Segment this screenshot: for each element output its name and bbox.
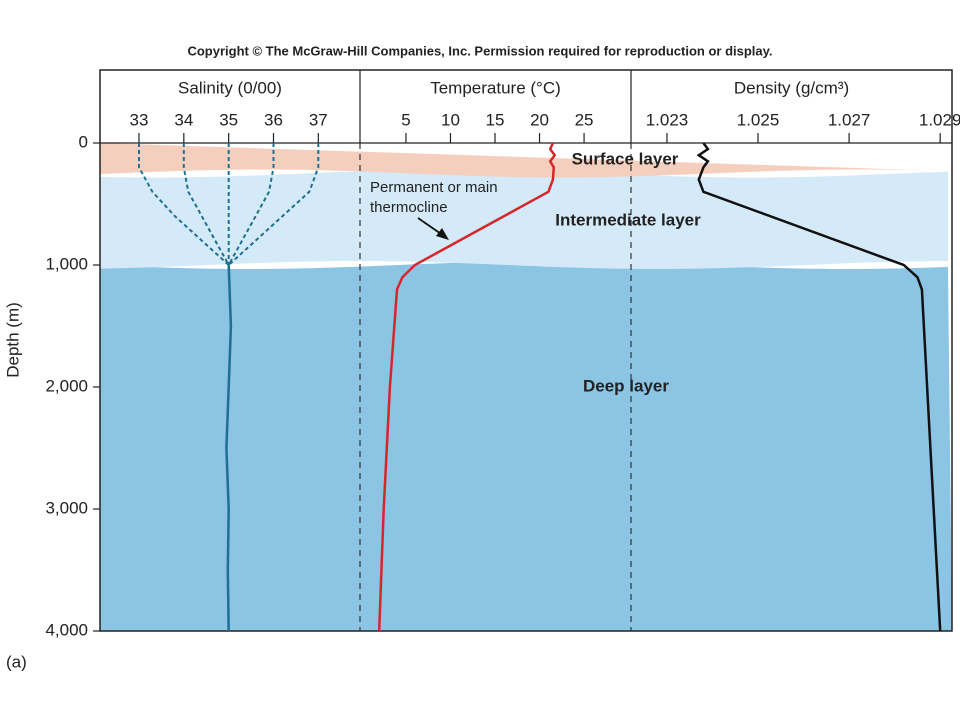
- y-tick-label: 0: [79, 132, 88, 151]
- copyright: Copyright © The McGraw-Hill Companies, I…: [187, 43, 772, 58]
- x-tick-label: 10: [441, 110, 460, 129]
- panel-title: Density (g/cm³): [734, 78, 849, 97]
- x-tick-label: 20: [530, 110, 549, 129]
- x-tick-label: 1.025: [737, 110, 780, 129]
- x-tick-label: 33: [130, 110, 149, 129]
- y-tick-label: 4,000: [45, 620, 88, 639]
- profile-line: [696, 142, 942, 632]
- x-tick-label: 35: [219, 110, 238, 129]
- layer-band: [100, 261, 952, 631]
- y-tick-label: 1,000: [45, 254, 88, 273]
- y-axis-label: Depth (m): [3, 302, 22, 378]
- profile-line: [228, 143, 320, 266]
- layer-label: Intermediate layer: [555, 210, 701, 229]
- profile-line: [138, 143, 230, 266]
- plot: 0 1,000 2,000 3,000 4,000 Depth (m) Salinity (…: [3, 69, 960, 639]
- annotation-arrowhead: [436, 228, 449, 240]
- layers: [100, 143, 952, 631]
- profile-line: [227, 143, 275, 266]
- x-tick-label: 25: [575, 110, 594, 129]
- x-tick-label: 36: [264, 110, 283, 129]
- x-tick-label: 34: [174, 110, 193, 129]
- x-tick-label: 1.027: [828, 110, 871, 129]
- annotation: thermocline: [370, 199, 448, 216]
- y-tick-label: 3,000: [45, 498, 88, 517]
- layer-band: [100, 169, 948, 269]
- x-tick-label: 15: [486, 110, 505, 129]
- y-tick-label: 2,000: [45, 376, 88, 395]
- panel-title: Salinity (0/00): [178, 78, 282, 97]
- x-tick-label: 37: [309, 110, 328, 129]
- annotation: Permanent or main: [370, 179, 498, 196]
- layer-label: Surface layer: [572, 149, 679, 168]
- profile-line: [182, 143, 230, 266]
- profile-line: [377, 142, 557, 632]
- frame: [99, 69, 953, 632]
- panel-title: Temperature (°C): [430, 78, 561, 97]
- x-tick-label: 1.023: [646, 110, 689, 129]
- panel-label: (a): [6, 652, 27, 671]
- x-tick-label: 1.029: [919, 110, 960, 129]
- profile-line: [225, 264, 233, 632]
- x-tick-label: 5: [401, 110, 410, 129]
- layer-label: Deep layer: [583, 376, 669, 395]
- layer-band: [100, 143, 948, 178]
- header-box: [100, 70, 952, 143]
